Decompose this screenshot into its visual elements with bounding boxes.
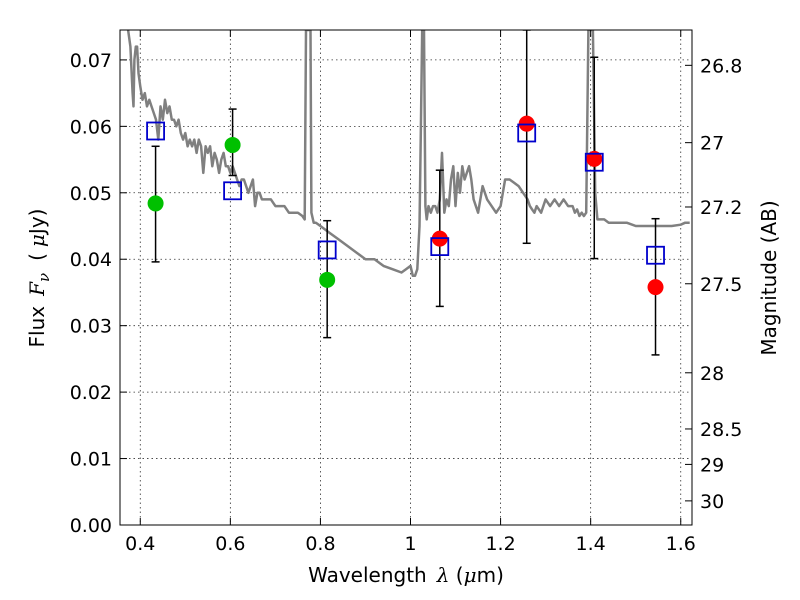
y-axis-unit-mu: μ	[25, 234, 49, 247]
y2-tick-label: 28	[700, 363, 724, 385]
model-photometry-square	[223, 181, 242, 201]
data-point	[319, 271, 336, 288]
y-axis-title: Flux Fν ( μJy)	[25, 209, 53, 348]
x-tick-label: 0.6	[215, 533, 245, 555]
x-axis-symbol: λ	[436, 563, 450, 587]
y-axis-unit-close: Jy)	[25, 209, 49, 237]
model-photometry-square	[317, 240, 337, 260]
data-point	[224, 136, 241, 153]
x-axis-label: Wavelength	[308, 563, 427, 587]
y2-tick-label: 27.2	[700, 197, 742, 219]
model-photometry-square	[646, 245, 665, 265]
x-tick-label: 1.4	[576, 533, 606, 555]
x-tick-label: 1.2	[485, 533, 515, 555]
axes: 0.4 0.6 0.8 1 1.2 1.4 1.6 0.00 0.01 0.02 0.03 0.04 0…	[70, 30, 742, 555]
y2-axis-title: Magnitude (AB)	[757, 200, 781, 355]
y-axis-symbol: F	[25, 281, 49, 297]
y-axis-subscript: ν	[35, 273, 53, 282]
y2-tick-label: 27	[700, 133, 724, 155]
y2-tick-label: 26.8	[700, 55, 742, 77]
y-tick-label: 0.04	[70, 249, 112, 271]
x-tick-label: 0.4	[125, 533, 155, 555]
x-tick-label: 0.8	[305, 533, 335, 555]
x-axis-unit-mu: μ	[464, 563, 477, 587]
y-axis-unit-open: (	[25, 253, 49, 261]
y2-tick-label: 29	[700, 454, 724, 476]
model-photometry-square	[146, 121, 165, 141]
plot-frame	[119, 29, 693, 526]
x-axis-unit-open: (	[449, 563, 463, 587]
y2-tick-label: 30	[700, 491, 724, 513]
model-photometry-square	[517, 123, 537, 143]
y-tick-label: 0.01	[70, 449, 112, 471]
y-tick-label: 0.02	[70, 382, 112, 404]
model-spectrum-line	[126, 30, 690, 278]
data-point	[147, 195, 164, 212]
y-tick-label: 0.06	[70, 116, 112, 138]
model-photometry-square	[584, 152, 604, 172]
x-tick-label: 1.6	[666, 533, 696, 555]
grid	[120, 30, 692, 526]
model-photometry-square	[430, 237, 450, 257]
x-axis-unit-close: m)	[477, 563, 504, 587]
y2-tick-label: 27.5	[700, 274, 742, 296]
y-tick-label: 0.03	[70, 316, 112, 338]
y-tick-label: 0.05	[70, 183, 112, 205]
x-axis-title: Wavelength λ (μm)	[308, 563, 504, 587]
data-point	[647, 279, 664, 296]
y2-tick-label: 28.5	[700, 419, 742, 441]
x-tick-label: 1	[404, 533, 416, 555]
data-point	[586, 150, 603, 167]
plot-area	[126, 30, 690, 356]
y-tick-label: 0.07	[70, 50, 112, 72]
y-tick-label: 0.00	[70, 515, 112, 537]
y-axis-label: Flux	[25, 306, 49, 348]
